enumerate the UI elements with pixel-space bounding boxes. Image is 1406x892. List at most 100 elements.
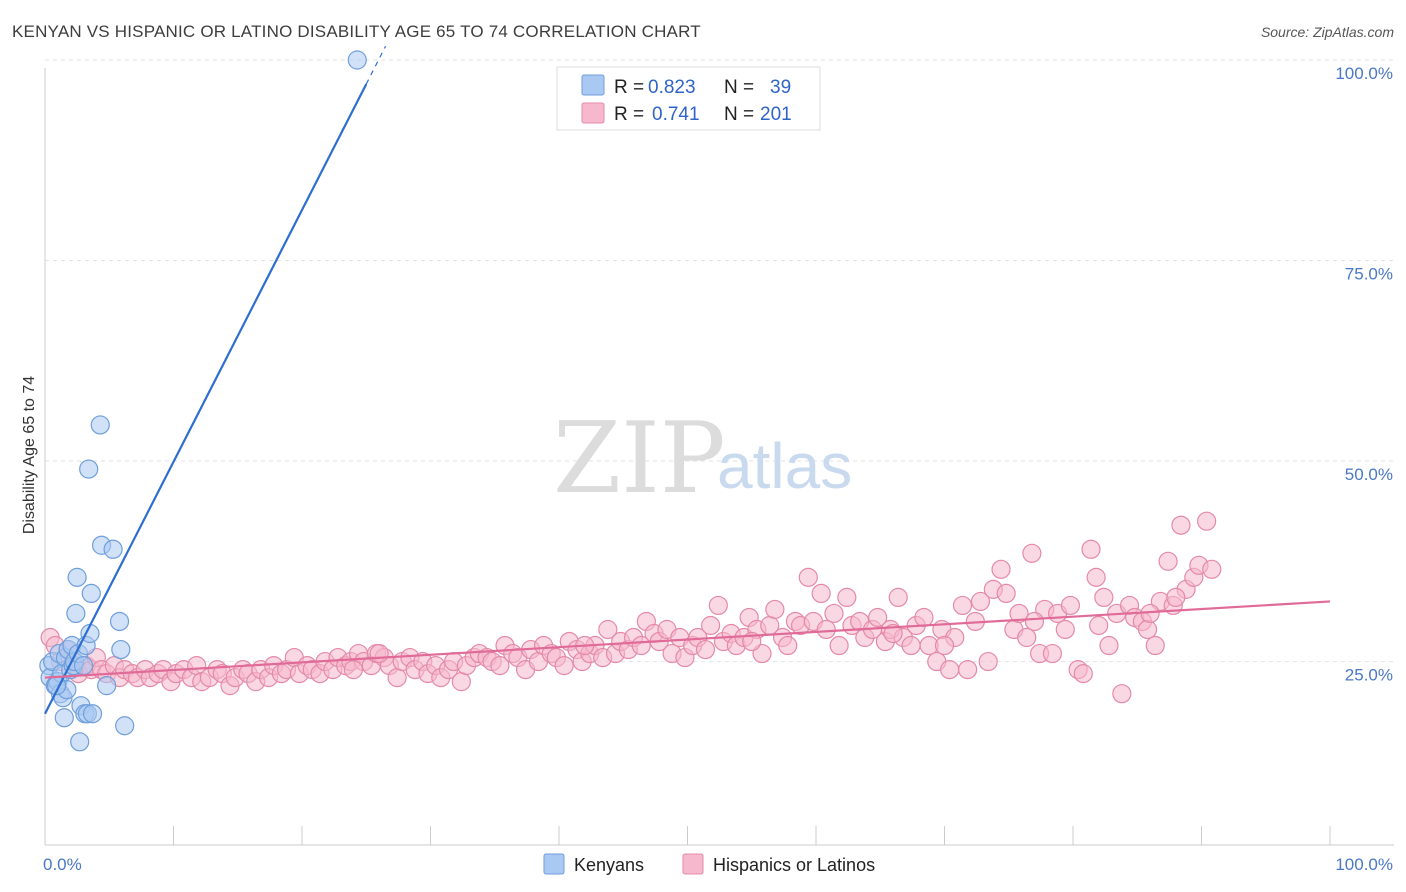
x-tick-label-max: 100.0% — [1335, 855, 1393, 874]
hispanic-point — [991, 559, 1011, 579]
hispanic-point — [1202, 559, 1222, 579]
hispanic-point — [1137, 619, 1158, 640]
watermark: ZIP atlas — [553, 402, 852, 516]
hispanic-point — [778, 635, 798, 656]
hispanic-point — [1009, 603, 1029, 624]
hispanic-point — [1055, 619, 1075, 640]
hispanic-point — [695, 639, 716, 660]
hispanic-point — [978, 651, 998, 672]
kenyan-point — [115, 716, 135, 736]
kenyan-point — [79, 459, 99, 479]
hispanic-point — [816, 619, 836, 640]
hispanic-point — [1073, 664, 1093, 684]
kenyan-point — [90, 415, 110, 435]
series-kenyans-points — [39, 50, 367, 752]
kenyan-point — [66, 603, 86, 624]
stats-legend: R = 0.823 N = 39 R = 0.741 N = 201 — [556, 66, 821, 131]
watermark-zip: ZIP — [553, 402, 726, 516]
y-tick-label: 100.0% — [1335, 64, 1393, 83]
legend-swatch-kenyans — [581, 74, 605, 96]
legend-n-value-hispanics: 201 — [760, 104, 792, 125]
hispanic-point — [888, 587, 908, 608]
legend-r-value-kenyans: 0.823 — [648, 77, 696, 98]
kenyans-trend-extension — [365, 46, 387, 85]
kenyan-point — [103, 539, 123, 559]
hispanic-point — [343, 659, 363, 680]
hispanic-point — [914, 607, 934, 628]
hispanic-point — [1086, 567, 1106, 587]
hispanic-point — [934, 635, 955, 656]
hispanic-point — [451, 672, 471, 692]
hispanics-trend-line — [44, 600, 1331, 679]
bottom-legend-kenyans: Kenyans — [574, 855, 644, 875]
hispanic-point — [970, 591, 991, 612]
hispanic-point — [1017, 627, 1037, 648]
axes — [44, 68, 1394, 846]
hispanic-point — [369, 643, 389, 664]
kenyan-point — [67, 567, 87, 587]
hispanic-point — [765, 599, 785, 620]
watermark-atlas: atlas — [717, 430, 852, 502]
y-tick-label: 25.0% — [1345, 666, 1393, 685]
hispanic-point — [1094, 587, 1114, 608]
hispanic-point — [1112, 684, 1132, 704]
hispanic-point — [811, 583, 831, 604]
legend-n-label-hispanics: N = — [724, 104, 754, 125]
hispanic-point — [1089, 615, 1109, 636]
series-hispanics-points — [40, 511, 1222, 704]
legend-r-value-hispanics: 0.741 — [652, 104, 700, 125]
kenyan-point — [54, 708, 74, 728]
bottom-legend-hispanics: Hispanics or Latinos — [713, 855, 875, 875]
kenyan-point — [82, 704, 103, 724]
hispanic-point — [701, 615, 721, 636]
chart-title: KENYAN VS HISPANIC OR LATINO DISABILITY … — [12, 22, 701, 41]
x-tick-label-min: 0.0% — [43, 855, 82, 874]
y-tick-labels: 25.0% 50.0% 75.0% 100.0% — [1335, 64, 1393, 685]
trend-lines — [44, 46, 1331, 715]
hispanic-point — [940, 659, 960, 680]
hispanic-point — [883, 623, 903, 644]
x-tick-labels: 0.0% 100.0% — [43, 855, 1393, 874]
kenyan-point — [70, 732, 90, 752]
hispanic-point — [490, 655, 510, 676]
hispanic-point — [837, 587, 857, 608]
kenyan-point — [81, 583, 101, 604]
hispanic-point — [1060, 595, 1081, 616]
y-tick-label: 75.0% — [1345, 265, 1393, 284]
series-legend: Kenyans Hispanics or Latinos — [543, 853, 875, 875]
hispanic-point — [1158, 551, 1178, 571]
hispanic-point — [1166, 587, 1186, 608]
legend-r-label-kenyans: R = — [614, 77, 644, 98]
hispanic-point — [952, 595, 973, 616]
hispanic-point — [387, 668, 407, 688]
hispanic-point — [1099, 635, 1119, 656]
hispanic-point — [824, 603, 844, 624]
hispanic-point — [1171, 515, 1191, 535]
legend-r-label-hispanics: R = — [614, 104, 644, 125]
hispanic-point — [1197, 511, 1217, 531]
hispanic-point — [868, 607, 888, 628]
hispanic-point — [1024, 611, 1045, 632]
kenyans-trend-line — [44, 83, 368, 715]
hispanic-point — [554, 655, 574, 676]
y-axis-label: Disability Age 65 to 74 — [21, 376, 38, 534]
hispanic-point — [598, 619, 618, 640]
legend-n-value-kenyans: 39 — [770, 77, 791, 98]
hispanic-point — [901, 635, 921, 656]
hispanic-point — [829, 635, 849, 656]
hispanic-point — [996, 583, 1016, 604]
legend-swatch-hispanics — [581, 102, 605, 124]
kenyan-point — [73, 655, 94, 676]
hispanic-point — [708, 595, 728, 616]
kenyan-point — [347, 50, 367, 70]
kenyan-point — [97, 676, 117, 696]
bottom-legend-swatch-kenyans — [543, 853, 565, 875]
hispanic-point — [1042, 643, 1063, 664]
hispanic-point — [798, 567, 818, 587]
y-tick-label: 50.0% — [1345, 465, 1393, 484]
kenyan-point — [109, 611, 130, 632]
kenyan-point — [111, 639, 131, 660]
hispanic-point — [1145, 635, 1165, 656]
bottom-legend-swatch-hispanics — [682, 853, 704, 875]
